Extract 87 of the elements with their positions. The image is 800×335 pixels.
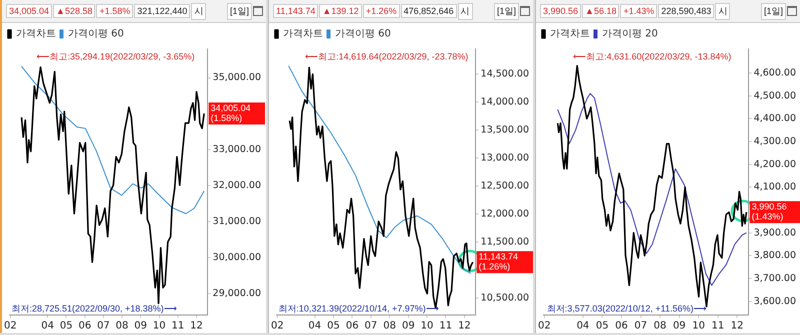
x-tick-label: 06 (78, 320, 92, 332)
annotation: ⟵최고:35,294.19(2022/03/29, -3.65%) (36, 51, 195, 62)
text: 시 (191, 2, 206, 20)
x-tick-label: 02 (538, 320, 551, 332)
y-tick-label: 3,800.00 (754, 250, 796, 262)
y-tick-label: 12,500.00 (480, 180, 530, 192)
legend-label: 가격차트 (283, 28, 323, 40)
text: 34,005.04 (6, 4, 52, 18)
annotation: 11,143.74 (1.26%) (478, 252, 518, 272)
x-tick-label: 08 (383, 320, 396, 332)
y-tick-label: 4,300.00 (754, 136, 796, 147)
x-tick-label: 04 (576, 320, 590, 332)
y-tick-label: 3,600.00 (754, 296, 796, 307)
y-tick-label: 4,100.00 (754, 182, 796, 193)
text: +1.26% (362, 4, 400, 18)
y-tick-label: 11,500.00 (480, 236, 530, 248)
x-tick-label: 12 (730, 320, 744, 332)
text: ▲528.58 (53, 4, 96, 18)
legend-label: 가격차트 (16, 28, 56, 40)
text: ▲56.18 (582, 4, 620, 18)
x-tick-label: 02 (271, 320, 284, 332)
x-tick-label: 10 (152, 320, 166, 332)
annotation: ⟵최고:14,619.64(2022/03/29, -23.78%) (305, 51, 468, 62)
y-tick-label: 29,000.00 (212, 288, 262, 299)
y-tick-label: 4,400.00 (754, 113, 796, 124)
text: 시 (458, 2, 473, 20)
x-tick-label: 08 (116, 320, 128, 332)
text: 476,852,646 (400, 4, 457, 18)
x-tick-label: 05 (327, 320, 340, 332)
x-tick-label: 04 (41, 320, 54, 332)
y-tick-label: 12,000.00 (480, 208, 530, 220)
text: 321,122,440 (134, 4, 190, 18)
text: 시 (715, 2, 730, 20)
x-tick-label: 07 (634, 320, 648, 332)
annotation: 최저:10,321.39(2022/10/14, +7.97%)⟶ (278, 303, 439, 314)
y-tick-label: 35,000.00 (212, 72, 262, 84)
x-tick-label: 06 (346, 320, 359, 332)
annotation: 최저:28,725.51(2022/09/30, +18.38%)⟶ (11, 303, 177, 314)
text: +1.43% (620, 4, 658, 18)
y-tick-label: 31,000.00 (212, 216, 262, 228)
annotation: ⟵최고:4,631.60(2022/03/29, -13.84%) (573, 51, 732, 62)
y-tick-label: 4,600.00 (754, 67, 796, 78)
legend-label: 가격이평 60 (68, 28, 124, 40)
y-tick-label: 32,000.00 (212, 180, 262, 192)
legend-label: 가격이평 20 (602, 28, 658, 40)
y-tick-label: 3,900.00 (754, 227, 796, 238)
annotation: 3,990.56 (1.43%) (752, 202, 787, 222)
annotation: 최저:3,577.03(2022/10/12, +11.56%)⟶ (546, 303, 706, 314)
x-tick-label: 10 (692, 320, 705, 332)
y-tick-label: 30,000.00 (212, 252, 262, 263)
x-tick-label: 04 (308, 320, 322, 332)
y-tick-label: 13,500.00 (480, 124, 530, 136)
x-tick-label: 09 (672, 320, 686, 332)
x-tick-label: 07 (97, 320, 110, 332)
text: 228,590,483 (658, 4, 714, 18)
text: 11,143.74 (273, 4, 318, 18)
text: 3,990.56 (540, 4, 582, 18)
y-tick-label: 4,200.00 (754, 158, 796, 170)
x-tick-label: 09 (402, 320, 415, 332)
x-tick-label: 06 (615, 320, 628, 332)
x-tick-label: 05 (596, 320, 609, 332)
x-tick-label: 05 (60, 320, 73, 332)
y-tick-label: 3,700.00 (754, 272, 796, 284)
x-tick-label: 09 (134, 320, 148, 332)
x-tick-label: 02 (4, 320, 17, 332)
y-tick-label: 33,000.00 (212, 144, 262, 156)
y-tick-label: 14,000.00 (480, 96, 530, 108)
annotation: 34,005.04 (1.58%) (210, 103, 251, 124)
x-tick-label: 11 (439, 320, 452, 332)
x-tick-label: 11 (711, 320, 724, 332)
text: [1일] (494, 2, 519, 20)
text: [1일] (760, 2, 786, 20)
x-tick-label: 12 (458, 320, 471, 332)
x-tick-label: 10 (420, 320, 434, 332)
y-tick-label: 13,000.00 (480, 152, 530, 164)
x-tick-label: 07 (364, 320, 378, 332)
legend-label: 가격이평 60 (335, 28, 391, 40)
text: [1일] (226, 2, 252, 20)
text: +1.58% (96, 4, 134, 18)
y-tick-label: 14,500.00 (480, 68, 530, 80)
x-tick-label: 12 (190, 320, 203, 332)
text: ▲139.12 (319, 4, 362, 18)
x-tick-label: 08 (654, 320, 666, 332)
y-tick-label: 10,500.00 (480, 292, 530, 304)
y-tick-label: 4,500.00 (754, 90, 796, 102)
x-tick-label: 11 (172, 320, 184, 332)
legend-label: 가격차트 (550, 28, 590, 40)
